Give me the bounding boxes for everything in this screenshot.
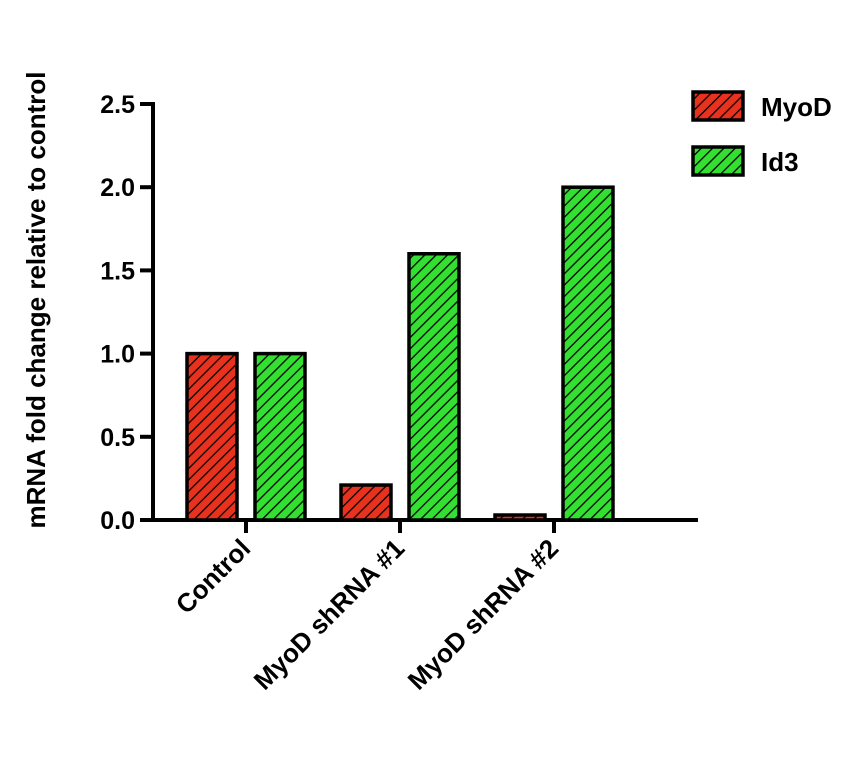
- bar-myod-2: [493, 513, 547, 522]
- axes: 0.0 0.5 1.0 1.5 2.0 2.5: [100, 91, 698, 535]
- y-tick-label: 0.5: [100, 424, 135, 452]
- legend-label-myod: MyoD: [761, 92, 832, 122]
- bar-id3-0: [253, 351, 307, 522]
- legend-swatch-id3: [691, 145, 745, 177]
- bars: [185, 185, 615, 522]
- bar-id3-2: [561, 185, 615, 522]
- x-category-label: MyoD shRNA #1: [248, 533, 411, 696]
- x-category-label: MyoD shRNA #2: [402, 533, 565, 696]
- y-tick-label: 1.5: [100, 257, 135, 285]
- legend: MyoD Id3: [691, 90, 832, 177]
- bar-myod-0: [185, 351, 239, 522]
- bar-myod-1: [339, 483, 393, 522]
- y-axis-title: mRNA fold change relative to control: [21, 72, 51, 529]
- y-tick-label: 2.0: [100, 174, 135, 202]
- x-category-label: Control: [170, 533, 257, 620]
- bar-id3-1: [407, 252, 461, 522]
- legend-swatch-myod: [691, 90, 745, 122]
- y-tick-label: 2.5: [100, 91, 135, 119]
- y-tick-label: 0.0: [100, 507, 135, 535]
- y-tick-label: 1.0: [100, 341, 135, 369]
- legend-label-id3: Id3: [761, 147, 799, 177]
